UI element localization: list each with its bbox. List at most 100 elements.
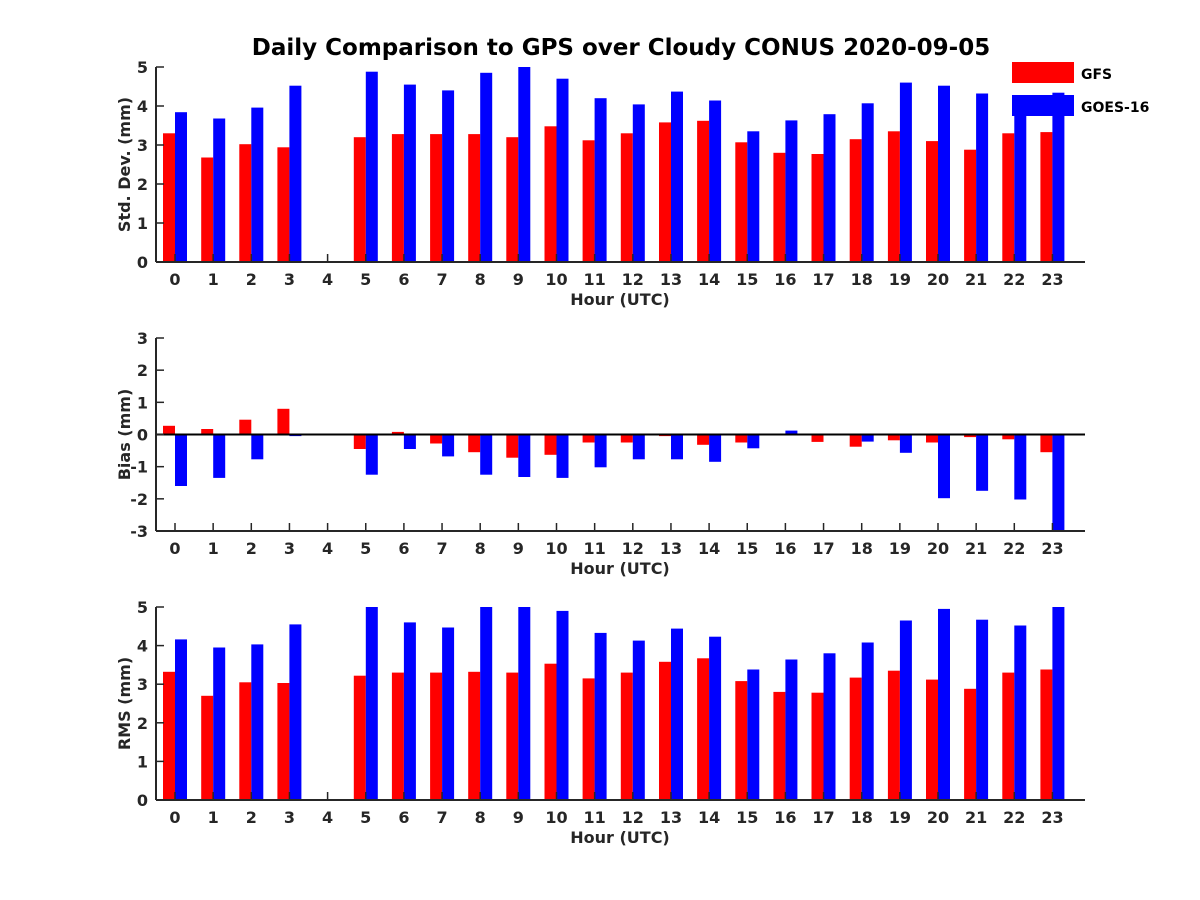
bar-goes16-hour-22 bbox=[1014, 434, 1027, 500]
x-tick-label: 20 bbox=[927, 270, 949, 289]
bar-gfs-hour-14 bbox=[697, 120, 710, 262]
bar-gfs-hour-11 bbox=[582, 678, 595, 800]
y-axis-label: Bias (mm) bbox=[115, 389, 134, 481]
bar-gfs-hour-23 bbox=[1040, 434, 1053, 453]
bar-goes16-hour-6 bbox=[403, 622, 416, 800]
x-tick-label: 5 bbox=[360, 270, 371, 289]
bar-goes16-hour-1 bbox=[213, 647, 226, 800]
x-tick-label: 22 bbox=[1003, 808, 1025, 827]
bar-gfs-hour-18 bbox=[849, 434, 862, 447]
bar-gfs-hour-20 bbox=[926, 679, 938, 800]
x-tick-label: 19 bbox=[889, 270, 911, 289]
x-axis-label: Hour (UTC) bbox=[570, 290, 670, 309]
bar-goes16-hour-9 bbox=[518, 607, 531, 800]
bar-gfs-hour-19 bbox=[887, 670, 900, 800]
x-tick-label: 7 bbox=[436, 808, 447, 827]
bar-gfs-hour-2 bbox=[239, 419, 252, 435]
bar-goes16-hour-1 bbox=[213, 118, 226, 262]
bar-goes16-hour-19 bbox=[899, 620, 912, 800]
x-tick-label: 10 bbox=[545, 270, 567, 289]
bar-gfs-hour-9 bbox=[506, 672, 519, 800]
bar-goes16-hour-20 bbox=[938, 85, 950, 262]
bar-gfs-hour-13 bbox=[659, 122, 671, 263]
x-tick-label: 16 bbox=[774, 270, 796, 289]
x-tick-label: 5 bbox=[360, 808, 371, 827]
bar-goes16-hour-8 bbox=[480, 434, 493, 475]
bar-goes16-hour-23 bbox=[1052, 607, 1065, 800]
bar-goes16-hour-12 bbox=[632, 640, 645, 800]
bar-goes16-hour-10 bbox=[556, 78, 569, 262]
x-tick-label: 6 bbox=[398, 270, 409, 289]
x-tick-label: 16 bbox=[774, 808, 796, 827]
bar-gfs-hour-15 bbox=[735, 681, 748, 800]
x-tick-label: 13 bbox=[660, 808, 682, 827]
bar-gfs-hour-12 bbox=[620, 434, 633, 443]
bar-goes16-hour-12 bbox=[632, 104, 645, 263]
bar-gfs-hour-22 bbox=[1002, 434, 1015, 440]
x-tick-label: 1 bbox=[208, 539, 219, 558]
bar-goes16-hour-23 bbox=[1052, 434, 1065, 531]
bar-gfs-hour-3 bbox=[277, 683, 290, 800]
bar-goes16-hour-21 bbox=[976, 93, 989, 262]
y-tick-label: 1 bbox=[137, 214, 148, 233]
bar-goes16-hour-0 bbox=[175, 639, 187, 800]
y-tick-label: -1 bbox=[130, 458, 148, 477]
chart-title: Daily Comparison to GPS over Cloudy CONU… bbox=[252, 35, 990, 61]
x-tick-label: 3 bbox=[284, 539, 295, 558]
bar-gfs-hour-19 bbox=[887, 131, 900, 262]
x-tick-label: 6 bbox=[398, 539, 409, 558]
x-tick-label: 22 bbox=[1003, 539, 1025, 558]
x-tick-label: 17 bbox=[812, 539, 834, 558]
bar-goes16-hour-11 bbox=[594, 434, 607, 468]
x-axis-label: Hour (UTC) bbox=[570, 559, 670, 578]
x-tick-label: 10 bbox=[545, 808, 567, 827]
x-tick-label: 3 bbox=[284, 270, 295, 289]
bar-gfs-hour-7 bbox=[430, 672, 443, 800]
bar-goes16-hour-3 bbox=[289, 624, 302, 800]
bar-goes16-hour-0 bbox=[175, 112, 187, 262]
bar-goes16-hour-15 bbox=[747, 131, 760, 262]
x-tick-label: 11 bbox=[584, 808, 606, 827]
bar-goes16-hour-12 bbox=[632, 434, 645, 460]
bar-goes16-hour-5 bbox=[365, 71, 378, 262]
x-tick-label: 0 bbox=[169, 808, 180, 827]
bar-goes16-hour-16 bbox=[785, 430, 798, 435]
x-tick-label: 10 bbox=[545, 539, 567, 558]
y-tick-label: 2 bbox=[137, 714, 148, 733]
bar-gfs-hour-20 bbox=[926, 141, 938, 262]
bar-goes16-hour-8 bbox=[480, 72, 493, 262]
bar-gfs-hour-2 bbox=[239, 682, 252, 800]
bar-gfs-hour-19 bbox=[887, 434, 900, 441]
bar-goes16-hour-11 bbox=[594, 632, 607, 800]
legend: GFS GOES-16 bbox=[1012, 62, 1149, 116]
bar-goes16-hour-17 bbox=[823, 653, 836, 800]
bar-goes16-hour-19 bbox=[899, 82, 912, 262]
bar-gfs-hour-12 bbox=[620, 133, 633, 262]
bar-goes16-hour-20 bbox=[938, 434, 950, 499]
x-tick-label: 9 bbox=[513, 270, 524, 289]
y-tick-label: -2 bbox=[130, 490, 148, 509]
bar-gfs-hour-11 bbox=[582, 434, 595, 443]
y-tick-label: 0 bbox=[137, 426, 148, 445]
bar-goes16-hour-13 bbox=[671, 628, 683, 800]
bar-goes16-hour-18 bbox=[861, 103, 874, 262]
x-tick-label: 0 bbox=[169, 270, 180, 289]
x-tick-label: 14 bbox=[698, 539, 720, 558]
bar-goes16-hour-14 bbox=[709, 434, 722, 462]
bar-goes16-hour-9 bbox=[518, 434, 531, 477]
bar-goes16-hour-10 bbox=[556, 434, 569, 478]
x-tick-label: 2 bbox=[246, 270, 257, 289]
bar-gfs-hour-23 bbox=[1040, 132, 1053, 262]
bar-gfs-hour-10 bbox=[544, 434, 557, 455]
bar-goes16-hour-5 bbox=[365, 434, 378, 475]
bar-gfs-hour-3 bbox=[277, 408, 290, 435]
bar-gfs-hour-12 bbox=[620, 672, 633, 800]
bar-gfs-hour-17 bbox=[811, 154, 824, 262]
y-tick-label: 0 bbox=[137, 253, 148, 272]
bar-gfs-hour-15 bbox=[735, 142, 748, 262]
x-tick-label: 9 bbox=[513, 539, 524, 558]
y-tick-label: 4 bbox=[137, 97, 148, 116]
x-tick-label: 12 bbox=[622, 270, 644, 289]
